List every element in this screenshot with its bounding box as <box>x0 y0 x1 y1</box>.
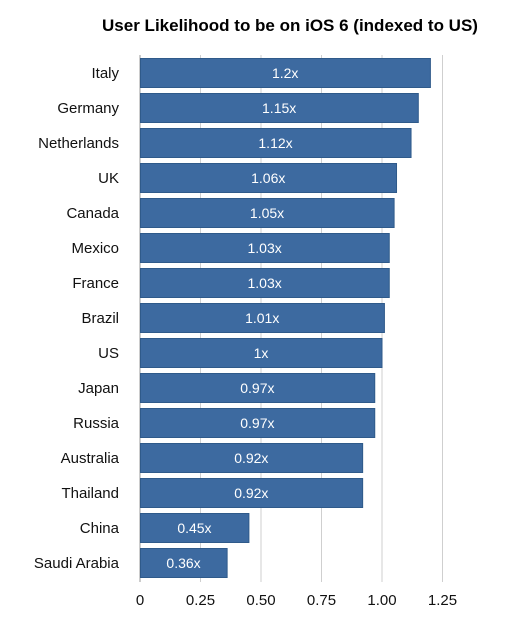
x-tick-label: 0.25 <box>186 592 215 609</box>
category-label: Saudi Arabia <box>34 555 120 572</box>
category-label: UK <box>98 170 119 187</box>
x-axis-ticks: 0 0.25 0.50 0.75 1.00 1.25 <box>136 592 457 609</box>
x-tick-label: 1.25 <box>428 592 457 609</box>
data-label: 0.36x <box>166 555 200 571</box>
category-label: France <box>72 275 119 292</box>
bar <box>140 408 376 438</box>
data-label: 0.97x <box>240 415 274 431</box>
data-labels: 1.2x 1.15x 1.12x 1.06x 1.05x 1.03x 1.03x 1.01x 1… <box>166 65 298 571</box>
x-tick-label: 1.00 <box>367 592 396 609</box>
category-label: Netherlands <box>38 135 119 152</box>
data-label: 0.92x <box>234 450 268 466</box>
data-label: 0.45x <box>177 520 211 536</box>
bar <box>140 58 431 88</box>
bar <box>140 93 419 123</box>
bar <box>140 443 364 473</box>
bar <box>140 548 228 578</box>
category-label: Canada <box>66 205 119 222</box>
bar <box>140 373 376 403</box>
bar <box>140 128 412 158</box>
data-label: 1.03x <box>248 240 282 256</box>
category-label: China <box>80 520 120 537</box>
data-label: 1.12x <box>258 135 292 151</box>
data-label: 0.97x <box>240 380 274 396</box>
category-label: Russia <box>73 415 120 432</box>
category-label: US <box>98 345 119 362</box>
data-label: 1.2x <box>272 65 298 81</box>
bar <box>140 303 385 333</box>
data-label: 1.15x <box>262 100 296 116</box>
data-label: 0.92x <box>234 485 268 501</box>
category-label: Germany <box>57 100 119 117</box>
bar <box>140 268 390 298</box>
bars <box>140 58 431 578</box>
bar <box>140 478 364 508</box>
category-label: Mexico <box>71 240 119 257</box>
category-labels: Italy Germany Netherlands UK Canada Mexico Fra… <box>34 65 120 572</box>
chart-title: User Likelihood to be on iOS 6 (indexed … <box>102 16 478 35</box>
x-tick-label: 0 <box>136 592 144 609</box>
category-label: Italy <box>91 65 119 82</box>
bar <box>140 338 383 368</box>
data-label: 1.05x <box>250 205 284 221</box>
bar <box>140 513 250 543</box>
bar <box>140 198 395 228</box>
data-label: 1x <box>254 345 269 361</box>
category-label: Japan <box>78 380 119 397</box>
bar <box>140 233 390 263</box>
x-tick-label: 0.50 <box>246 592 275 609</box>
data-label: 1.03x <box>248 275 282 291</box>
category-label: Thailand <box>61 485 119 502</box>
category-label: Brazil <box>81 310 119 327</box>
bar <box>140 163 398 193</box>
data-label: 1.06x <box>251 170 285 186</box>
category-label: Australia <box>61 450 120 467</box>
data-label: 1.01x <box>245 310 279 326</box>
x-tick-label: 0.75 <box>307 592 336 609</box>
